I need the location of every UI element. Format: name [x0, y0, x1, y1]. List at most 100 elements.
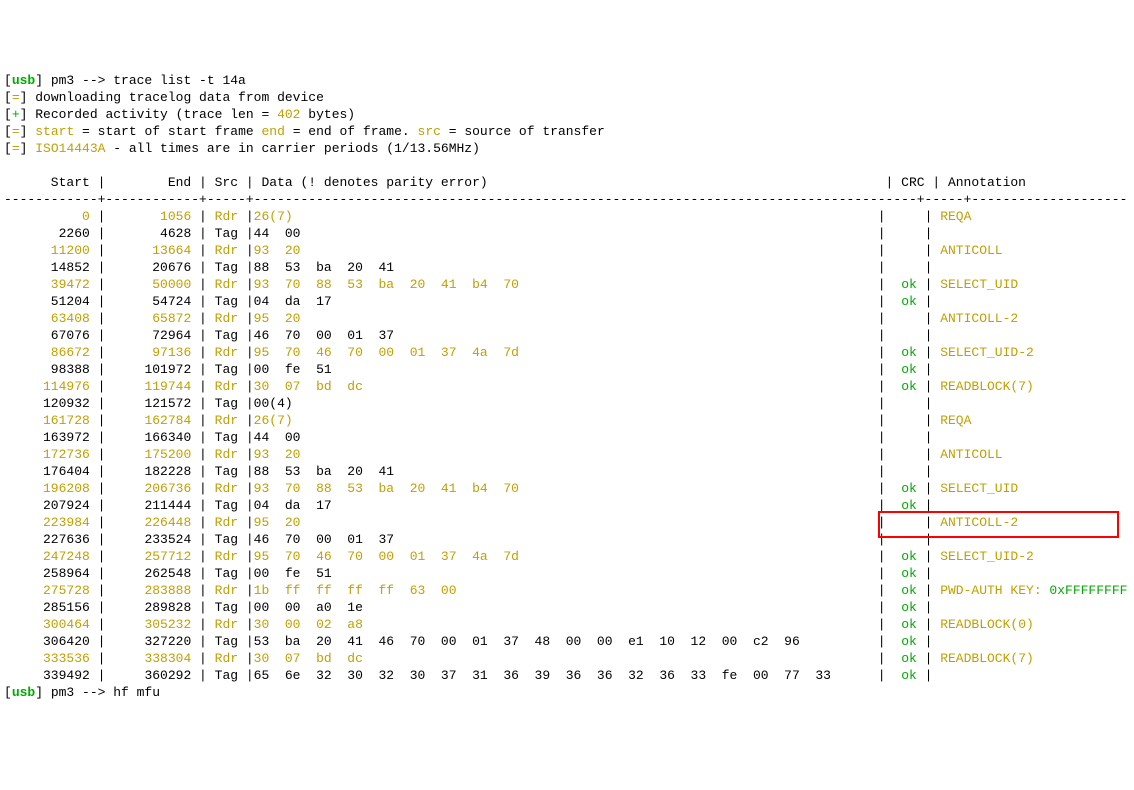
- col-crc: ok: [893, 668, 916, 683]
- col-data: 93 20: [254, 447, 878, 462]
- col-start: 207924: [4, 498, 90, 513]
- col-crc: ok: [893, 583, 916, 598]
- col-src: Rdr: [215, 413, 238, 428]
- col-data: 44 00: [254, 226, 878, 241]
- eq-tag: =: [12, 90, 20, 105]
- col-end: 162784: [113, 413, 191, 428]
- trace-len: 402: [277, 107, 300, 122]
- col-end: 289828: [113, 600, 191, 615]
- col-src: Rdr: [215, 311, 238, 326]
- table-row: 285156 | 289828 | Tag |00 00 a0 1e | ok …: [4, 599, 1130, 616]
- col-ann: PWD-AUTH KEY: 0xFFFFFFFF: [940, 583, 1127, 598]
- col-end: 166340: [113, 430, 191, 445]
- col-ann: SELECT_UID-2: [940, 549, 1034, 564]
- col-crc: ok: [893, 617, 916, 632]
- col-src: Rdr: [215, 651, 238, 666]
- col-data: 46 70 00 01 37: [254, 532, 878, 547]
- col-ann: READBLOCK(0): [940, 617, 1034, 632]
- col-ann: SELECT_UID: [940, 481, 1018, 496]
- col-src: Tag: [215, 634, 238, 649]
- col-data: 04 da 17: [254, 498, 878, 513]
- col-crc: [893, 226, 916, 241]
- col-crc: ok: [893, 651, 916, 666]
- table-header: Start | End | Src | Data (! denotes pari…: [4, 174, 1130, 191]
- col-crc: [893, 413, 916, 428]
- kw-src: src: [418, 124, 441, 139]
- info-line: [=] downloading tracelog data from devic…: [4, 89, 1130, 106]
- col-src: Tag: [215, 260, 238, 275]
- col-end: 65872: [113, 311, 191, 326]
- col-end: 338304: [113, 651, 191, 666]
- col-data: 00(4): [254, 396, 878, 411]
- col-src: Tag: [215, 294, 238, 309]
- col-crc: [893, 243, 916, 258]
- col-end: 283888: [113, 583, 191, 598]
- col-data: 30 07 bd dc: [254, 651, 878, 666]
- col-end: 72964: [113, 328, 191, 343]
- col-end: 97136: [113, 345, 191, 360]
- col-start: 2260: [4, 226, 90, 241]
- table-row: 98388 | 101972 | Tag |00 fe 51 | ok |: [4, 361, 1130, 378]
- eq-tag: =: [12, 124, 20, 139]
- col-data: 95 70 46 70 00 01 37 4a 7d: [254, 549, 878, 564]
- col-end: 262548: [113, 566, 191, 581]
- col-crc: ok: [893, 345, 916, 360]
- usb-tag: usb: [12, 685, 35, 700]
- col-start: 114976: [4, 379, 90, 394]
- col-crc: [893, 430, 916, 445]
- table-row: 163972 | 166340 | Tag |44 00 | |: [4, 429, 1130, 446]
- table-row: 258964 | 262548 | Tag |00 fe 51 | ok |: [4, 565, 1130, 582]
- col-crc: [893, 311, 916, 326]
- col-crc: ok: [893, 566, 916, 581]
- col-data: 53 ba 20 41 46 70 00 01 37 48 00 00 e1 1…: [254, 634, 878, 649]
- col-start: 176404: [4, 464, 90, 479]
- col-ann: REQA: [940, 209, 971, 224]
- col-data: 88 53 ba 20 41: [254, 464, 878, 479]
- col-ann: SELECT_UID-2: [940, 345, 1034, 360]
- col-start: 172736: [4, 447, 90, 462]
- table-row: 0 | 1056 | Rdr |26(7) | | REQA: [4, 208, 1130, 225]
- table-row: 275728 | 283888 | Rdr |1b ff ff ff ff 63…: [4, 582, 1130, 599]
- col-src: Rdr: [215, 447, 238, 462]
- table-row: 63408 | 65872 | Rdr |95 20 | | ANTICOLL-…: [4, 310, 1130, 327]
- col-crc: [893, 260, 916, 275]
- col-start: 11200: [4, 243, 90, 258]
- col-src: Tag: [215, 668, 238, 683]
- col-ann: ANTICOLL: [940, 447, 1002, 462]
- col-start: 196208: [4, 481, 90, 496]
- col-data: 04 da 17: [254, 294, 878, 309]
- eq-tag: =: [12, 141, 20, 156]
- col-src: Tag: [215, 566, 238, 581]
- col-src: Rdr: [215, 583, 238, 598]
- kw-end: end: [261, 124, 284, 139]
- col-end: 1056: [113, 209, 191, 224]
- col-end: 226448: [113, 515, 191, 530]
- col-crc: [893, 464, 916, 479]
- col-end: 121572: [113, 396, 191, 411]
- plus-tag: +: [12, 107, 20, 122]
- col-end: 13664: [113, 243, 191, 258]
- table-row: 14852 | 20676 | Tag |88 53 ba 20 41 | |: [4, 259, 1130, 276]
- col-start: 333536: [4, 651, 90, 666]
- col-src: Rdr: [215, 515, 238, 530]
- col-ann: REQA: [940, 413, 971, 428]
- table-row: 2260 | 4628 | Tag |44 00 | |: [4, 225, 1130, 242]
- col-src: Rdr: [215, 481, 238, 496]
- col-data: 26(7): [254, 413, 878, 428]
- blank-line: [4, 157, 1130, 174]
- col-src: Tag: [215, 362, 238, 377]
- table-row: 176404 | 182228 | Tag |88 53 ba 20 41 | …: [4, 463, 1130, 480]
- col-src: Rdr: [215, 209, 238, 224]
- col-data: 88 53 ba 20 41: [254, 260, 878, 275]
- col-crc: ok: [893, 294, 916, 309]
- col-src: Tag: [215, 464, 238, 479]
- col-crc: [893, 209, 916, 224]
- col-ann: ANTICOLL-2: [940, 311, 1018, 326]
- col-ann: SELECT_UID: [940, 277, 1018, 292]
- col-start: 300464: [4, 617, 90, 632]
- col-src: Tag: [215, 226, 238, 241]
- col-start: 161728: [4, 413, 90, 428]
- col-start: 285156: [4, 600, 90, 615]
- col-src: Tag: [215, 600, 238, 615]
- col-crc: ok: [893, 379, 916, 394]
